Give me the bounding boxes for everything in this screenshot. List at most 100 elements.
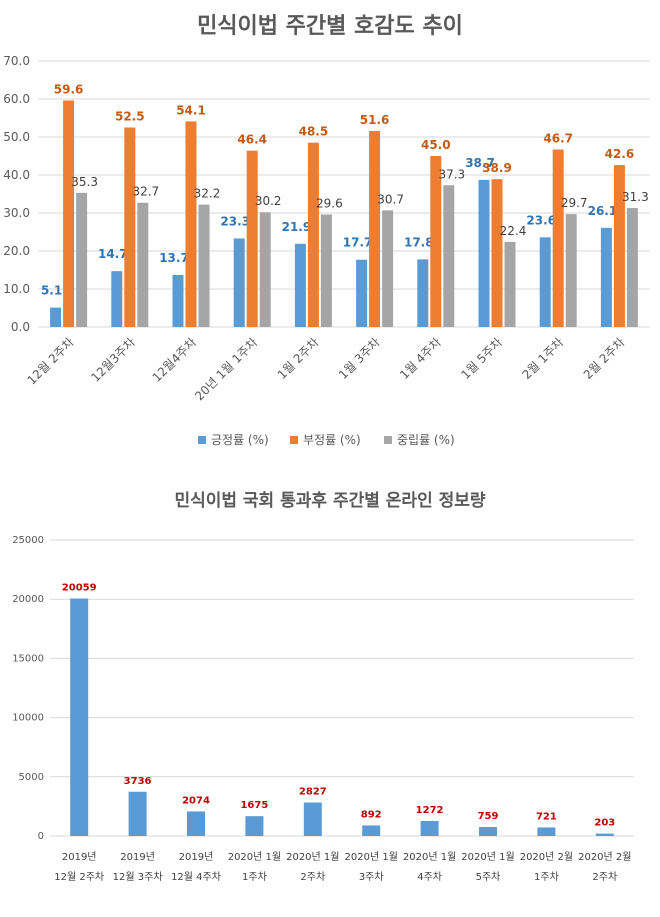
bar [504, 241, 516, 327]
data-label: 38.9 [482, 161, 512, 175]
legend-swatch [290, 436, 298, 444]
data-label: 203 [594, 818, 615, 829]
x-tick-label: 12월 2주차 [54, 871, 104, 883]
bar [303, 802, 322, 836]
y-tick-label: 5000 [19, 772, 44, 783]
data-label: 20059 [62, 583, 97, 594]
data-label: 30.2 [255, 194, 282, 208]
bar [70, 598, 89, 836]
data-label: 14.7 [98, 247, 128, 261]
bar [600, 227, 612, 327]
x-tick-label: 12월 4주차 [171, 871, 221, 883]
bar [50, 307, 62, 327]
x-tick-label: 1주차 [242, 871, 267, 883]
bar [420, 820, 439, 836]
bar [246, 150, 258, 327]
x-tick-label: 12월3주차 [88, 335, 138, 385]
bar [63, 100, 75, 328]
data-label: 31.3 [622, 190, 649, 204]
bar [417, 259, 429, 327]
x-tick-label: 3주차 [359, 871, 384, 883]
x-tick-label: 2020년 1월 [461, 851, 514, 863]
data-label: 38.7 [465, 156, 495, 170]
data-label: 21.9 [282, 220, 312, 234]
bar [356, 259, 368, 327]
chart1-title: 민식이법 주간별 호감도 추이 [197, 14, 463, 39]
x-tick-label: 2019년 [62, 851, 97, 863]
bar [111, 271, 123, 327]
x-tick-label: 2019년 [120, 851, 155, 863]
data-label: 48.5 [299, 125, 329, 139]
data-label: 1675 [240, 800, 268, 811]
bar [479, 827, 497, 836]
y-tick-label: 60.0 [3, 92, 30, 106]
y-tick-label: 30.0 [3, 206, 30, 220]
data-label: 23.3 [220, 214, 250, 228]
y-tick-label: 50.0 [3, 130, 30, 144]
y-tick-label: 0 [38, 831, 44, 842]
data-label: 32.2 [194, 187, 221, 201]
bar [185, 121, 197, 327]
x-tick-label: 1월 2주차 [275, 335, 322, 382]
x-tick-label: 2020년 2월 [520, 851, 573, 863]
bar [539, 237, 551, 327]
bar [124, 127, 136, 327]
y-tick-label: 0.0 [11, 320, 30, 334]
y-tick-label: 25000 [12, 535, 44, 546]
data-label: 35.3 [71, 175, 98, 189]
bar [565, 214, 577, 327]
x-tick-label: 1월 4주차 [397, 335, 444, 382]
x-tick-label: 20년 1월 1주차 [192, 335, 260, 403]
data-label: 59.6 [54, 83, 84, 97]
data-label: 26.1 [588, 204, 618, 218]
data-label: 46.7 [543, 132, 573, 146]
x-tick-label: 1주차 [534, 871, 559, 883]
x-tick-label: 1월 3주차 [336, 335, 383, 382]
data-label: 29.7 [561, 196, 588, 210]
data-label: 22.4 [500, 224, 527, 238]
bar [478, 179, 490, 327]
data-label: 45.0 [421, 138, 451, 152]
data-label: 54.1 [176, 103, 206, 117]
bar [595, 833, 614, 836]
bar [362, 825, 381, 836]
bar [307, 142, 319, 327]
bar [187, 811, 205, 836]
data-label: 30.7 [377, 192, 404, 206]
y-tick-label: 20.0 [3, 244, 30, 258]
x-tick-label: 2월 2주차 [581, 335, 628, 382]
bar [76, 192, 88, 327]
data-label: 42.6 [605, 147, 635, 161]
data-label: 3736 [124, 776, 152, 787]
y-tick-label: 15000 [12, 653, 44, 664]
legend-label: 부정률 (%) [303, 433, 361, 447]
x-tick-label: 2주차 [592, 871, 617, 883]
bar [382, 210, 394, 327]
data-label: 5.1 [41, 284, 62, 298]
data-label: 29.6 [316, 197, 343, 211]
x-tick-label: 1월 5주차 [458, 335, 505, 382]
bar [172, 274, 184, 327]
data-label: 23.6 [526, 213, 556, 227]
chart1-svg: 0.0 10.0 20.0 30.0 40.0 50.0 60.0 70.0 5.1 59.6 35… [3, 54, 650, 447]
data-label: 1272 [416, 805, 444, 816]
data-label: 17.8 [404, 235, 434, 249]
y-tick-label: 40.0 [3, 168, 30, 182]
bar [320, 214, 332, 327]
y-tick-label: 10.0 [3, 282, 30, 296]
legend-swatch [198, 436, 206, 444]
x-tick-label: 2020년 1월 [228, 851, 281, 863]
bar [128, 791, 147, 836]
bar [552, 149, 564, 327]
data-label: 892 [361, 809, 382, 820]
data-label: 759 [478, 811, 499, 822]
data-label: 17.7 [343, 236, 373, 250]
bar [537, 827, 556, 836]
x-tick-label: 4주차 [417, 871, 442, 883]
bar [294, 243, 306, 327]
y-tick-label: 70.0 [3, 54, 30, 68]
legend-swatch [384, 436, 392, 444]
x-tick-label: 2월 1주차 [519, 335, 566, 382]
data-label: 52.5 [115, 110, 145, 124]
